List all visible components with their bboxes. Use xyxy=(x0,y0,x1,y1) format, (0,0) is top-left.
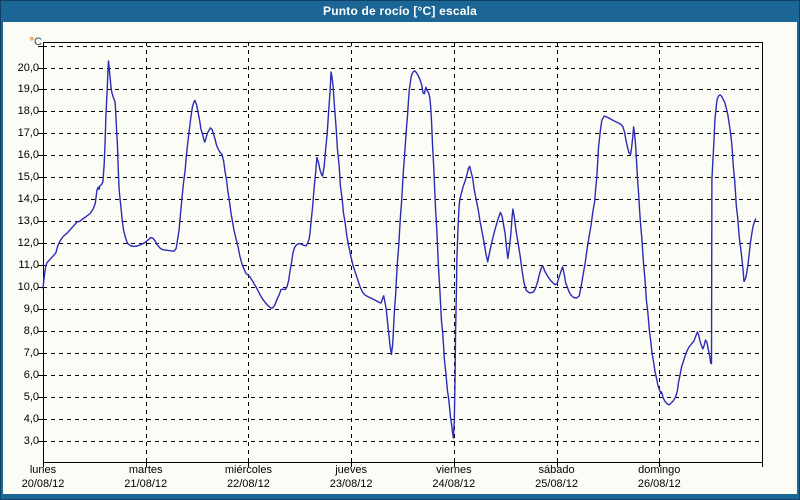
x-axis-day-label: jueves xyxy=(335,464,368,476)
y-axis-label: 4,0 xyxy=(23,412,39,425)
plot-border xyxy=(43,42,763,463)
y-axis-label: 14,0 xyxy=(17,193,39,206)
x-axis-day-label: martes xyxy=(128,464,163,476)
x-axis-date-label: 23/08/12 xyxy=(329,478,373,490)
window-title-bar: Punto de rocío [°C] escala xyxy=(0,0,800,22)
x-axis-date-label: 21/08/12 xyxy=(124,478,168,490)
y-axis-label: 18,0 xyxy=(17,105,39,118)
x-axis-day-label: sábado xyxy=(538,464,575,476)
y-axis-label: 19,0 xyxy=(17,83,39,96)
unit-letter: C xyxy=(34,36,42,48)
grid-lines xyxy=(38,42,763,467)
degree-symbol: ° xyxy=(29,36,35,48)
window-border-left xyxy=(0,22,3,500)
y-axis-label: 9,0 xyxy=(23,302,39,315)
y-axis-label: 8,0 xyxy=(23,324,39,337)
window-border-bottom xyxy=(0,494,800,500)
x-axis-date-label: 20/08/12 xyxy=(21,478,65,490)
y-axis-label: 16,0 xyxy=(17,149,39,162)
x-axis-date-label: 24/08/12 xyxy=(432,478,476,490)
window-title: Punto de rocío [°C] escala xyxy=(322,4,478,18)
x-axis-day-label: lunes xyxy=(29,464,57,476)
x-axis-day-label: domingo xyxy=(638,464,681,476)
y-axis-label: 17,0 xyxy=(17,127,39,140)
x-axis-date-label: 25/08/12 xyxy=(535,478,578,490)
y-axis-label: 10,0 xyxy=(17,281,39,293)
x-axis-date-label: 22/08/12 xyxy=(227,478,270,490)
y-axis-label: 11,0 xyxy=(18,259,39,272)
y-axis-label: 20,0 xyxy=(17,61,39,74)
dewpoint-line xyxy=(42,60,757,439)
y-axis-label: 13,0 xyxy=(17,215,39,228)
x-axis-day-label: miércoles xyxy=(224,464,272,476)
y-axis-label: 5,0 xyxy=(23,390,39,403)
y-axis-label: 6,0 xyxy=(23,368,39,381)
window-border-right xyxy=(797,22,800,500)
y-axis-label: 3,0 xyxy=(23,434,39,447)
y-axis-label: 15,0 xyxy=(17,171,39,184)
x-axis-date-label: 26/08/12 xyxy=(637,478,681,490)
y-axis-label: 7,0 xyxy=(23,346,39,359)
x-axis-day-label: viernes xyxy=(436,464,472,476)
y-axis-unit-label: °C xyxy=(6,36,42,48)
y-axis-label: 12,0 xyxy=(17,237,39,250)
